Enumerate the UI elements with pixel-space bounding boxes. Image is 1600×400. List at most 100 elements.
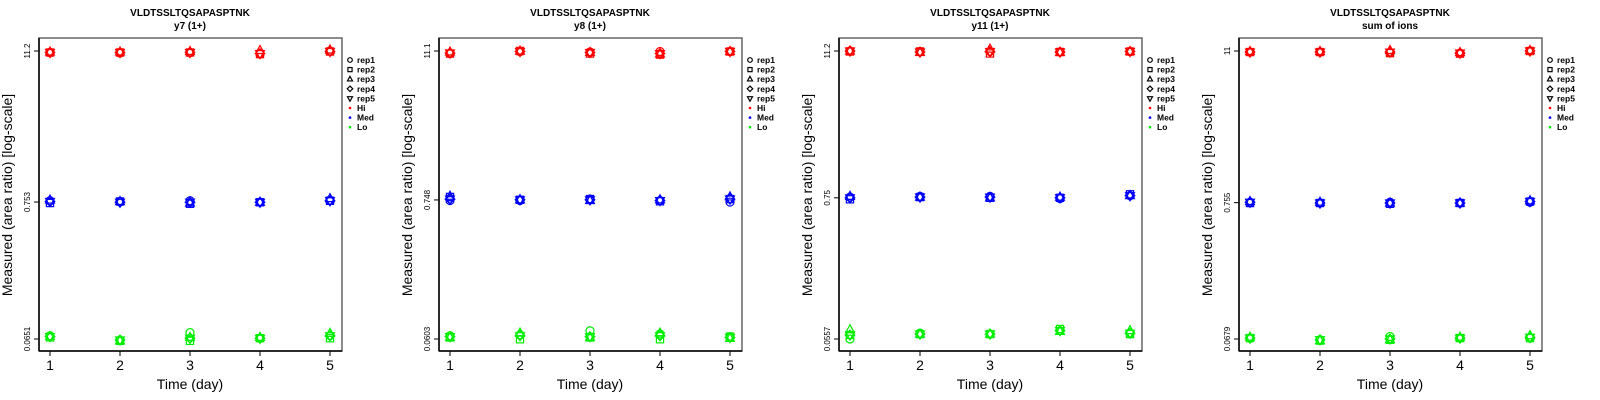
chart-title: VLDTSSLTQSAPASPTNK (130, 8, 250, 19)
data-point-hi-rep5-day4 (1454, 49, 1466, 60)
data-point-hi-rep3-day5 (724, 45, 736, 56)
legend-square-icon (347, 66, 353, 73)
data-point-hi-rep5-day4 (254, 49, 266, 60)
x-axis-label: Time (day) (557, 376, 623, 392)
data-point-hi-rep3-day4 (1454, 46, 1466, 57)
chart-title: VLDTSSLTQSAPASPTNK (530, 8, 650, 19)
data-point-hi-rep3-day1 (844, 44, 856, 55)
data-point-lo-rep5-day3 (584, 332, 596, 343)
y-tick-label: 11.2 (823, 43, 832, 59)
data-point-med-rep5-day3 (584, 196, 596, 207)
data-point-lo-rep5-day2 (1314, 336, 1326, 347)
legend-label: rep4 (1157, 84, 1175, 94)
data-point-med-rep3-day2 (1314, 196, 1326, 206)
x-tick-label: 5 (1126, 357, 1134, 373)
data-point-hi-rep3-day2 (1314, 45, 1326, 56)
data-point-lo-rep5-day5 (1524, 333, 1536, 344)
data-point-med-rep5-day5 (1124, 192, 1136, 202)
y-tick-label: 0.755 (1223, 192, 1232, 213)
legend-triangle-down-icon (346, 96, 354, 103)
legend-label: rep5 (1157, 93, 1175, 103)
data-point-hi-rep5-day3 (1384, 48, 1396, 59)
data-point-med-rep5-day4 (254, 198, 266, 209)
legend-diamond-icon (1546, 85, 1554, 93)
data-point-lo-rep5-day5 (724, 333, 736, 344)
x-tick-label: 5 (326, 357, 334, 373)
x-tick-label: 3 (1386, 357, 1394, 373)
y-axis-label: Measured (area ratio) [log-scale] (1199, 94, 1215, 296)
x-tick-label: 4 (1056, 357, 1064, 373)
data-point-med-rep5-day1 (844, 194, 856, 205)
chart-subtitle: y8 (1+) (574, 21, 606, 32)
data-point-med-rep5-day5 (1524, 197, 1536, 208)
data-point-lo-rep3-day2 (914, 327, 926, 338)
y-axis-label: Measured (area ratio) [log-scale] (0, 94, 15, 296)
legend-circle-icon (347, 57, 353, 63)
legend-dot-icon (1548, 125, 1552, 129)
data-point-lo-rep5-day4 (1454, 334, 1466, 345)
legend-square-icon (747, 66, 753, 73)
data-point-lo-rep1-day3 (185, 327, 195, 338)
chart-subtitle: sum of ions (1362, 21, 1419, 32)
legend-label: rep5 (757, 93, 775, 103)
x-tick-label: 5 (1526, 357, 1534, 373)
data-point-lo-rep5-day2 (514, 332, 526, 342)
data-point-med-rep5-day4 (654, 196, 666, 207)
x-axis-label: Time (day) (157, 376, 223, 392)
data-point-med-rep5-day2 (114, 198, 126, 209)
data-point-med-rep5-day1 (44, 197, 56, 208)
data-point-hi-rep3-day5 (1124, 45, 1136, 56)
data-point-lo-rep5-day3 (184, 334, 196, 345)
x-tick-label: 4 (1456, 357, 1464, 373)
data-point-lo-rep5-day1 (844, 331, 856, 342)
data-point-med-rep5-day3 (184, 198, 196, 209)
x-axis-label: Time (day) (1357, 376, 1423, 392)
x-tick-label: 4 (656, 357, 664, 373)
legend-label: rep3 (1557, 74, 1575, 84)
y-tick-label: 0.0603 (423, 326, 432, 351)
x-tick-label: 1 (46, 357, 54, 373)
legend-triangle-up-icon (1146, 75, 1154, 82)
data-point-hi-rep3-day4 (654, 47, 666, 58)
plot-frame (1238, 37, 1543, 352)
legend-circle-icon (1147, 57, 1153, 63)
data-point-hi-rep5-day5 (724, 47, 736, 58)
x-tick-label: 3 (586, 357, 594, 373)
data-point-hi-rep5-day3 (984, 47, 996, 58)
data-point-lo-rep5-day2 (114, 336, 126, 347)
data-point-lo-rep3-day1 (44, 330, 56, 341)
data-point-hi-rep3-day2 (514, 44, 526, 55)
legend-dot-icon (1548, 116, 1552, 119)
chart-title: VLDTSSLTQSAPASPTNK (930, 8, 1050, 19)
data-point-hi-rep5-day4 (654, 49, 666, 60)
x-tick-label: 5 (726, 357, 734, 373)
y-tick-label: 0.0557 (823, 326, 832, 351)
data-point-hi-rep5-day1 (444, 49, 456, 60)
chart-subtitle: y11 (1+) (972, 21, 1009, 32)
data-point-hi-rep3-day2 (114, 45, 126, 56)
legend-label: rep2 (1157, 65, 1175, 75)
legend-square-icon (1147, 66, 1153, 73)
legend-dot-icon (748, 125, 752, 129)
legend-dot-icon (748, 116, 752, 119)
x-tick-label: 3 (986, 357, 994, 373)
data-point-med-rep3-day1 (444, 189, 456, 200)
legend-square-icon (1547, 66, 1553, 73)
data-point-hi-rep3-day2 (914, 46, 926, 57)
legend-label: rep4 (757, 84, 775, 94)
data-point-hi-rep5-day3 (184, 48, 196, 59)
legend-label: rep4 (1557, 84, 1575, 94)
legend-triangle-up-icon (346, 75, 354, 82)
data-point-lo-rep5-day3 (1384, 335, 1396, 346)
legend-triangle-up-icon (1546, 75, 1554, 82)
panel-2: VLDTSSLTQSAPASPTNK y8 (1+) 11.1 0.748 0.0603… (399, 8, 775, 392)
legend-label: rep1 (757, 55, 775, 65)
legend-label: rep1 (1157, 55, 1175, 65)
data-point-hi-rep3-day4 (1054, 46, 1066, 57)
legend-label: Med (1557, 113, 1574, 123)
data-point-med-rep3-day2 (514, 193, 526, 204)
x-axis-label: Time (day) (957, 376, 1023, 392)
